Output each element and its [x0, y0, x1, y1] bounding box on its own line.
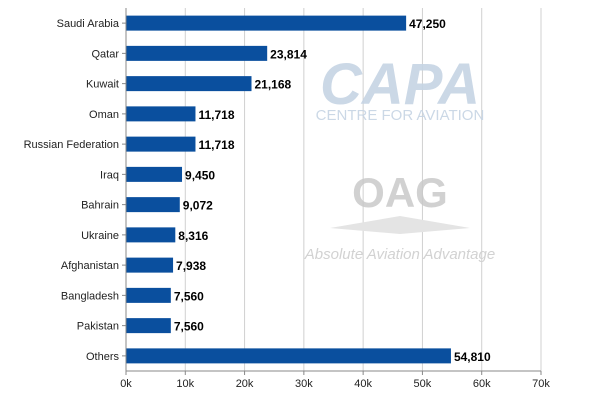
x-tick-label: 60k: [473, 378, 491, 390]
bar: [126, 287, 171, 303]
category-label: Others: [86, 351, 120, 363]
category-label: Kuwait: [86, 79, 119, 91]
bar: [126, 166, 183, 182]
bar: [126, 15, 407, 31]
category-label: Saudi Arabia: [57, 18, 120, 30]
x-tick-label: 10k: [176, 378, 194, 390]
bar: [126, 348, 451, 364]
value-label: 21,168: [254, 78, 291, 92]
gridlines: [184, 8, 542, 371]
value-label: 11,718: [198, 108, 234, 122]
x-tick-label: 30k: [295, 378, 313, 390]
x-tick-label: 70k: [532, 378, 550, 390]
capa-tagline: CENTRE FOR AVIATION: [316, 107, 485, 124]
category-label: Bangladesh: [61, 290, 119, 302]
category-label: Afghanistan: [61, 260, 119, 272]
category-labels: Saudi Arabia Qatar Kuwait Oman Russian Feder…: [24, 18, 126, 363]
oag-tagline: Absolute Aviation Advantage: [304, 246, 495, 263]
x-tick-label: 0k: [120, 378, 132, 390]
category-label: Pakistan: [77, 321, 119, 333]
oag-swoosh-icon: [330, 216, 470, 234]
x-axis: 0k 10k 20k 30k 40k 50k 60k 70k: [120, 8, 550, 390]
category-label: Ukraine: [81, 230, 119, 242]
value-label: 9,450: [185, 168, 215, 182]
watermark: CAPA CENTRE FOR AVIATION OAG Absolute Av…: [304, 52, 495, 263]
value-label: 11,718: [198, 138, 234, 152]
oag-logo: OAG: [352, 169, 448, 216]
bar: [126, 197, 180, 213]
capa-logo: CAPA: [320, 52, 480, 117]
bar: [126, 76, 252, 92]
category-label: Bahrain: [81, 200, 119, 212]
value-label: 8,316: [178, 229, 208, 243]
x-tick-label: 20k: [236, 378, 254, 390]
category-label: Oman: [89, 109, 119, 121]
bar: [126, 227, 176, 243]
bars: [126, 15, 451, 364]
bar: [126, 257, 174, 273]
bar: [126, 106, 196, 122]
value-label: 47,250: [409, 17, 446, 31]
value-label: 54,810: [454, 350, 491, 364]
bar: [126, 45, 268, 61]
value-label: 7,560: [174, 320, 204, 334]
x-tick-label: 40k: [354, 378, 372, 390]
value-label: 23,814: [270, 47, 307, 61]
category-label: Russian Federation: [24, 139, 119, 151]
value-label: 9,072: [183, 199, 213, 213]
value-labels: 47,250 23,814 21,168 11,718 11,718 9,450 9,072…: [174, 17, 491, 364]
x-tick-label: 50k: [414, 378, 432, 390]
value-label: 7,938: [176, 259, 206, 273]
category-label: Iraq: [100, 169, 119, 181]
value-label: 7,560: [174, 289, 204, 303]
bar: [126, 318, 171, 334]
bar: [126, 136, 196, 152]
category-label: Qatar: [91, 48, 119, 60]
